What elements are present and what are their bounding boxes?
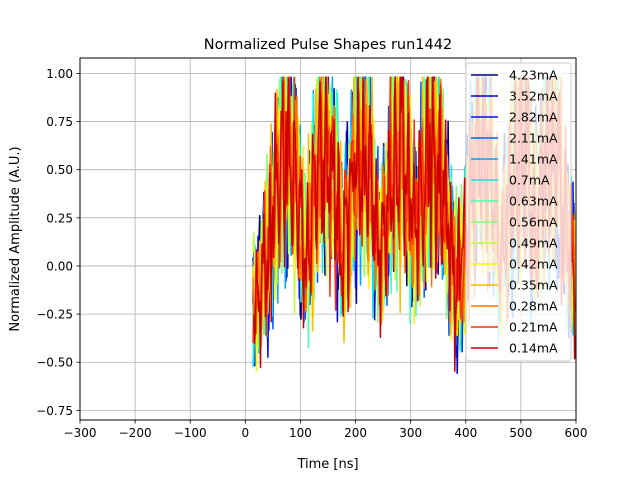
y-tick-label: 0.00 [46,259,73,273]
x-tick-label: 400 [454,426,477,440]
legend-label: 0.35mA [509,278,558,293]
legend-label: 0.28mA [509,299,558,314]
x-tick-label: 100 [289,426,312,440]
x-tick-label: −300 [64,426,97,440]
x-tick-label: 300 [399,426,422,440]
legend-box [465,62,572,362]
legend-label: 0.21mA [509,320,558,335]
legend-label: 2.82mA [509,110,558,125]
y-tick-label: −0.25 [36,308,73,322]
y-tick-label: −0.50 [36,356,73,370]
x-tick-label: 0 [242,426,250,440]
legend-label: 0.63mA [509,194,558,209]
x-tick-label: 500 [509,426,532,440]
plot-frame [79,57,577,421]
legend-label: 0.7mA [509,173,550,188]
y-tick-label: 0.75 [46,115,73,129]
legend-label: 1.41mA [509,152,558,167]
legend-label: 4.23mA [509,68,558,83]
legend-label: 0.14mA [509,341,558,356]
x-axis: −300 −200 −100 0 100 200 300 400 500 600 [64,420,588,440]
x-tick-label: −200 [119,426,152,440]
x-tick-label: −100 [174,426,207,440]
x-tick-label: 600 [565,426,588,440]
legend-label: 2.11mA [509,131,558,146]
legend-label: 0.49mA [509,236,558,251]
y-tick-label: −0.75 [36,404,73,418]
x-axis-label: Time [ns] [296,457,358,472]
y-tick-label: 0.50 [46,163,73,177]
y-tick-label: 1.00 [46,67,73,81]
legend-label: 0.56mA [509,215,558,230]
y-axis: −0.75 −0.50 −0.25 0.00 0.25 0.50 0.75 1.00 [36,67,80,418]
legend-label: 0.42mA [509,257,558,272]
x-tick-label: 200 [344,426,367,440]
chart-title: Normalized Pulse Shapes run1442 [204,37,452,53]
y-axis-label: Normalized Amplitude (A.U.) [8,146,23,331]
y-tick-label: 0.25 [46,211,73,225]
legend-label: 3.52mA [509,89,558,104]
legend: 4.23mA 3.52mA 2.82mA 2.11mA 1.41mA 0.7mA 0.63m… [465,62,572,362]
